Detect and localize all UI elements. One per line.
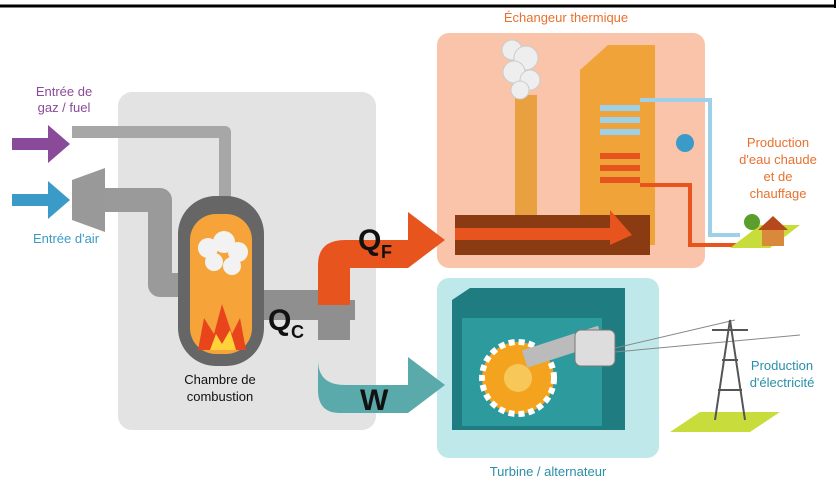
hot-water-label: d'eau chaude: [739, 152, 817, 167]
junction: [318, 305, 350, 340]
gas-label: gaz / fuel: [38, 100, 91, 115]
exchanger-label: Échangeur thermique: [504, 10, 628, 25]
hot-water-label: chauffage: [750, 186, 807, 201]
qc-subscript: C: [291, 322, 304, 342]
hot-water-label: et de: [764, 169, 793, 184]
electricity-label: Production: [751, 358, 813, 373]
diagram: Échangeur thermique Entrée de gaz / fuel…: [0, 0, 836, 482]
turbine-label: Turbine / alternateur: [490, 464, 607, 479]
pump: [676, 134, 694, 152]
tree: [744, 214, 760, 230]
combustion-label: combustion: [187, 389, 253, 404]
chimney: [515, 95, 537, 215]
qf-subscript: F: [381, 242, 392, 262]
hot-water-label: Production: [747, 135, 809, 150]
turbine-hub: [504, 364, 532, 392]
alternator: [575, 330, 615, 366]
combustion-label: Chambre de: [184, 372, 256, 387]
w-symbol: W: [360, 384, 389, 417]
house: [762, 228, 784, 246]
air-label: Entrée d'air: [33, 231, 100, 246]
electricity-label: d'électricité: [750, 375, 815, 390]
qf-symbol: Q: [358, 224, 381, 257]
qc-symbol: Q: [268, 304, 291, 337]
gas-label: Entrée de: [36, 84, 92, 99]
